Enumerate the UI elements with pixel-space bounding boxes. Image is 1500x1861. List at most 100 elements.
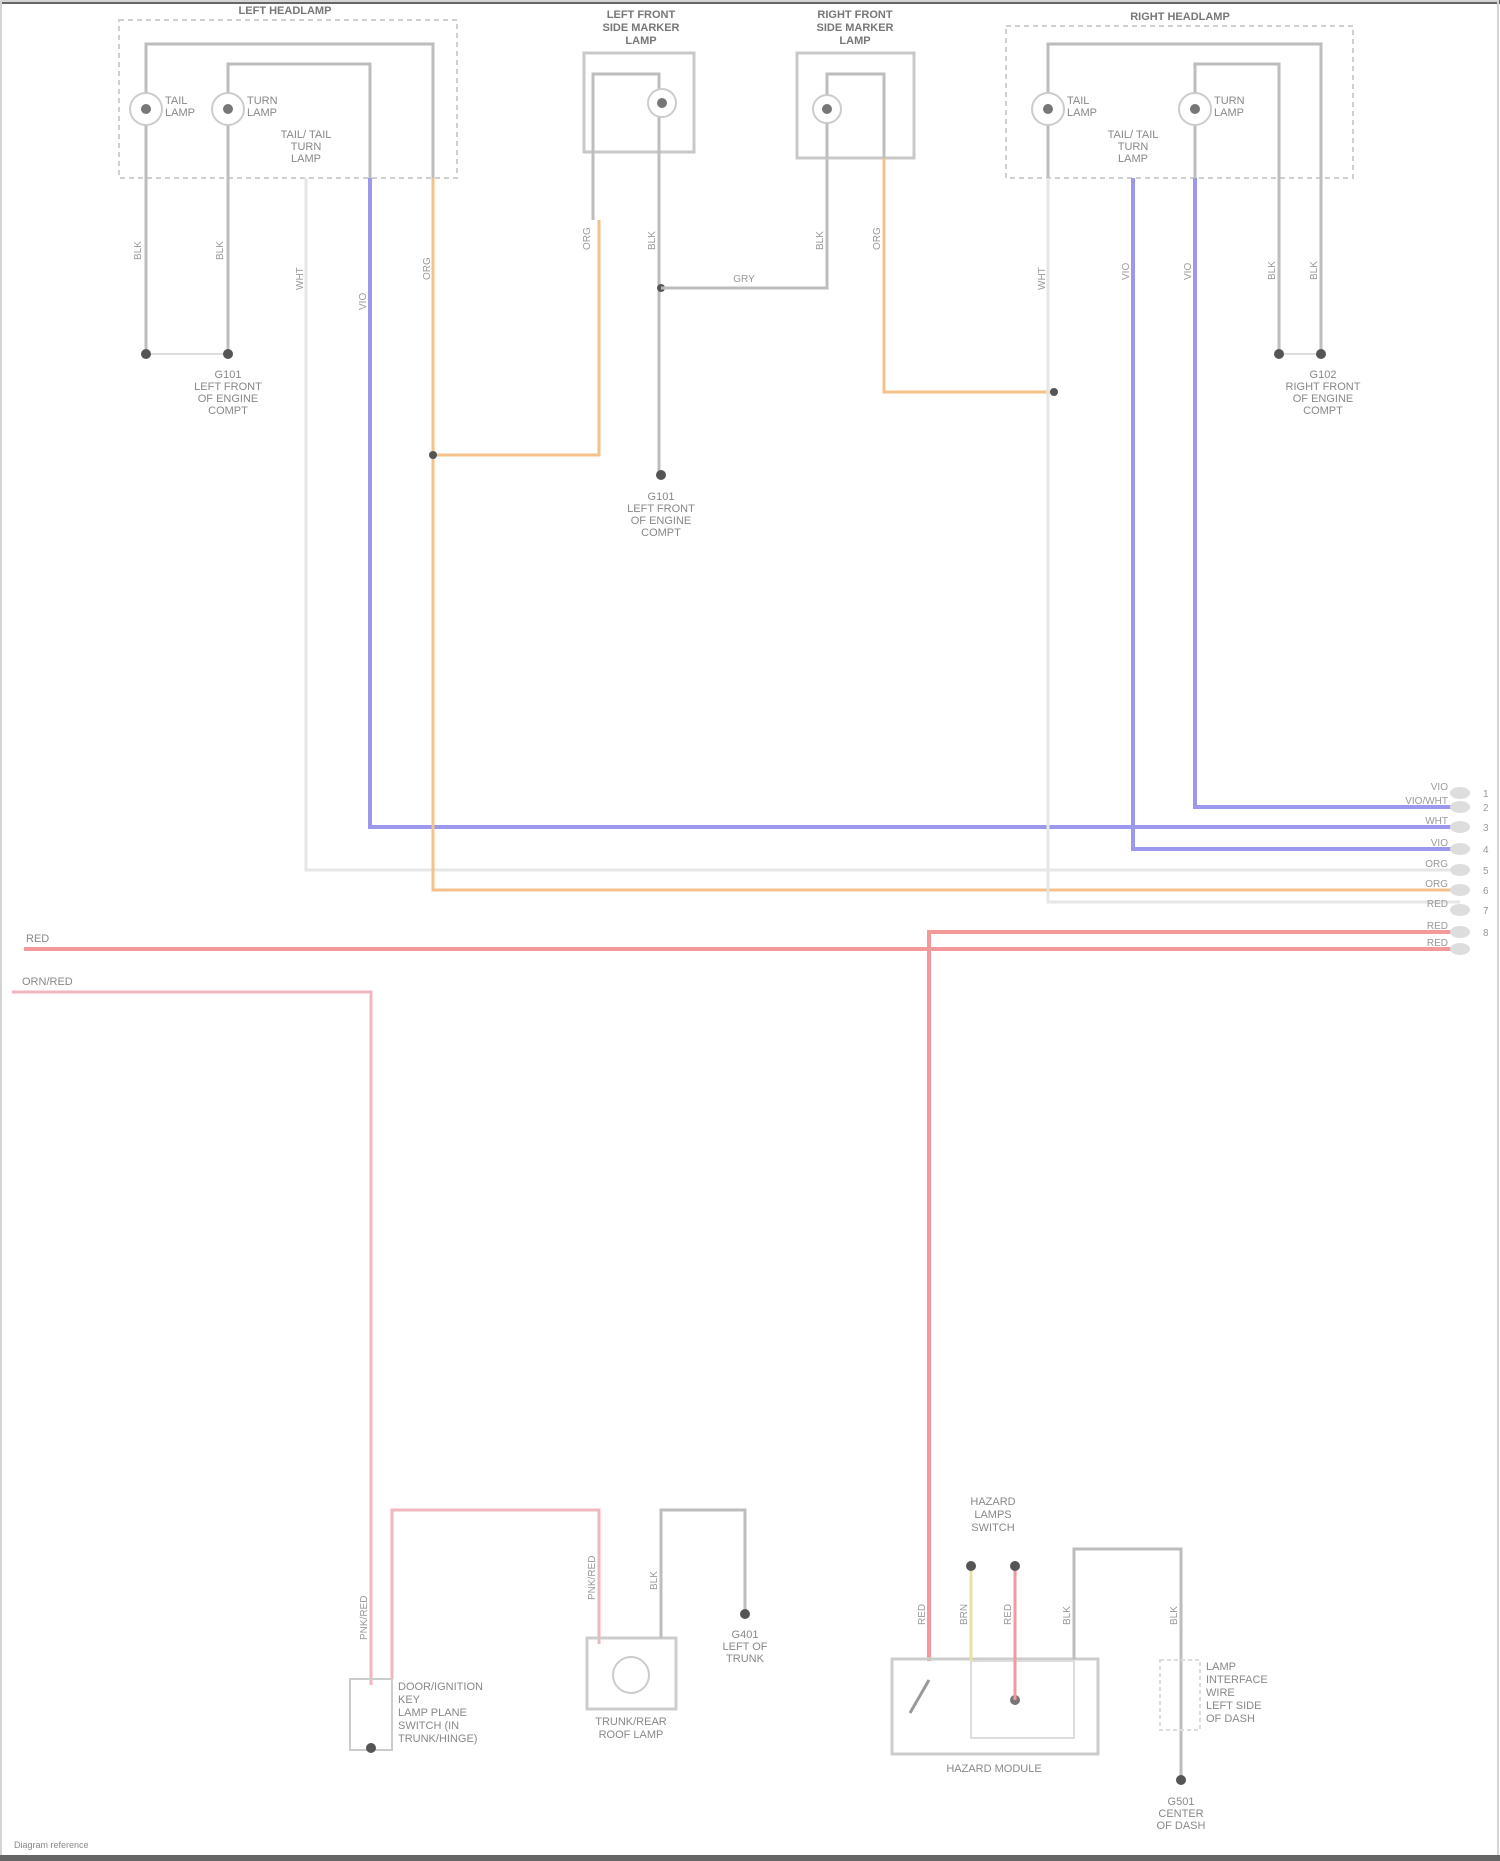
- ground-icon: [223, 349, 233, 359]
- connector-pin-number: 1: [1483, 789, 1489, 800]
- connector-pin: [1450, 801, 1470, 813]
- wire-white-right: [1046, 178, 1460, 904]
- wire-code: ORG: [582, 227, 593, 250]
- wire-code: PNK/RED: [359, 1596, 370, 1640]
- wire-orange-left: [431, 178, 1460, 892]
- wire-code: RED: [917, 1604, 928, 1625]
- connector-pin: [1450, 943, 1470, 955]
- switch-label: DOOR/IGNITION KEY LAMP PLANE SWITCH (IN TRUN…: [398, 1681, 483, 1745]
- wire-red-hazard: [927, 930, 1460, 1661]
- right-headlamp-title: RIGHT HEADLAMP: [1130, 11, 1230, 23]
- wire-code: VIO: [1121, 263, 1132, 280]
- connector-pin: [1450, 843, 1470, 855]
- wire-code: PNK/RED: [587, 1556, 598, 1600]
- wire-orange-marker: [433, 220, 601, 457]
- input-pink-label: ORN/RED: [22, 976, 73, 988]
- wire-code: BLK: [1062, 1606, 1073, 1625]
- hazard-module-label: HAZARD MODULE: [946, 1763, 1041, 1775]
- bulb-label: TURN LAMP: [1214, 95, 1245, 119]
- wire-code: BLK: [215, 241, 226, 260]
- connector-pin: [1450, 864, 1470, 876]
- wire-violet-right-2: [1193, 178, 1460, 809]
- wire-orange-right-marker: [882, 158, 1054, 394]
- connector-pin: [1450, 821, 1470, 833]
- connector-pin: [1450, 904, 1470, 916]
- ground-label-center: G101 LEFT FRONT OF ENGINE COMPT: [627, 491, 695, 539]
- wire-code: RED: [1003, 1604, 1014, 1625]
- bottom-border: [0, 1855, 1500, 1861]
- bulb-label: TURN LAMP: [247, 95, 278, 119]
- connector-wire-label: VIO: [1431, 838, 1448, 849]
- connector-pin-number: 8: [1483, 928, 1489, 939]
- ground-icon: [141, 349, 151, 359]
- wire-code: BRN: [959, 1604, 970, 1625]
- hazard-module: RED BRN RED BLK BLK HAZARD LAMPS SWITCH HA…: [890, 1496, 1268, 1832]
- wire-code: VIO: [1183, 263, 1194, 280]
- wire-code: BLK: [1309, 261, 1320, 280]
- connector-wire-label: VIO: [1431, 782, 1448, 793]
- input-red-label: RED: [26, 933, 49, 945]
- door-key-switch: PNK/RED DOOR/IGNITION KEY LAMP PLANE SWITCH…: [349, 1508, 601, 1753]
- footer-text: Diagram reference: [14, 1840, 89, 1850]
- switch-contact-icon: [908, 1679, 931, 1714]
- wire-code: BLK: [133, 241, 144, 260]
- ground-icon: [1274, 349, 1284, 359]
- wire-code: BLK: [1267, 261, 1278, 280]
- left-headlamp-title: LEFT HEADLAMP: [239, 5, 332, 17]
- bulb-label: TAIL/ TAIL TURN LAMP: [1108, 129, 1159, 165]
- connector-pin: [1450, 926, 1470, 938]
- ground-label-bottom-right: G501 CENTER OF DASH: [1157, 1796, 1206, 1832]
- wire-code: BLK: [647, 231, 658, 250]
- left-headlamp: LEFT HEADLAMP TAIL LAMP TURN LAMP TAIL/ TA…: [118, 5, 458, 417]
- bulb-label: TAIL/ TAIL TURN LAMP: [281, 129, 332, 165]
- ground-icon: [366, 1743, 376, 1753]
- right-front-side-marker-lamp: RIGHT FRONT SIDE MARKER LAMP ORG BLK: [795, 9, 1058, 396]
- wire-white-left: [304, 178, 1460, 872]
- wire-code: BLK: [815, 231, 826, 250]
- splice-icon: [1050, 388, 1058, 396]
- ground-label-left: G101 LEFT FRONT OF ENGINE COMPT: [194, 369, 262, 417]
- ground-icon: [1176, 1775, 1186, 1785]
- connector-wire-label: RED: [1427, 899, 1448, 910]
- bulb-label: TAIL LAMP: [1067, 95, 1097, 119]
- connector-wire-label: WHT: [1425, 816, 1448, 827]
- connector-pin: [1450, 787, 1470, 799]
- ground-label-right: G102 RIGHT FRONT OF ENGINE COMPT: [1286, 369, 1361, 417]
- bulb-label: TAIL LAMP: [165, 95, 195, 119]
- connector-pin: [1450, 884, 1470, 896]
- wire-grey-marker-link: [661, 158, 829, 290]
- connector-wire-label: ORG: [1425, 879, 1448, 890]
- wire-code: ORG: [872, 227, 883, 250]
- wire-code: BLK: [1169, 1606, 1180, 1625]
- wire-code: VIO: [358, 293, 369, 310]
- ground-icon: [1316, 349, 1326, 359]
- connector-pin-number: 5: [1483, 866, 1489, 877]
- connector-pin-number: 7: [1483, 906, 1489, 917]
- right-connector: VIO 1 VIO/WHT 2 WHT 3 VIO 4 ORG 5 ORG 6 RED 7 RED 8 RED: [1405, 782, 1489, 955]
- wire-violet-right-1: [1131, 178, 1460, 851]
- splice-icon: [429, 451, 437, 459]
- wire-pink: [12, 990, 373, 1685]
- ground-icon: [656, 470, 666, 480]
- wire-code: WHT: [1037, 267, 1048, 290]
- lamp-bulb-icon: [612, 1656, 650, 1694]
- ground-label-bottom-mid: G401 LEFT OF TRUNK: [722, 1629, 767, 1665]
- wire-code-grey: GRY: [733, 274, 755, 285]
- hazard-switch-label: HAZARD LAMPS SWITCH: [970, 1496, 1015, 1534]
- ground-icon: [740, 1609, 750, 1619]
- trunk-lamp: PNK/RED BLK TRUNK/REAR ROOF LAMP G401 LEFT…: [585, 1508, 768, 1741]
- right-headlamp: RIGHT HEADLAMP TAIL LAMP TURN LAMP TAIL/ T…: [1005, 11, 1361, 417]
- left-marker-title: LEFT FRONT SIDE MARKER LAMP: [602, 9, 679, 47]
- connector-pin-number: 4: [1483, 845, 1489, 856]
- wire-code: BLK: [649, 1571, 660, 1590]
- right-marker-title: RIGHT FRONT SIDE MARKER LAMP: [816, 9, 893, 47]
- wire-code: WHT: [295, 267, 306, 290]
- connector-wire-label: RED: [1427, 921, 1448, 932]
- connector-pin-number: 3: [1483, 823, 1489, 834]
- connector-wire-label: VIO/WHT: [1405, 796, 1448, 807]
- wire-violet-left: [368, 178, 1460, 829]
- connector-pin-number: 2: [1483, 803, 1489, 814]
- interface-label: LAMP INTERFACE WIRE LEFT SIDE OF DASH: [1206, 1661, 1268, 1725]
- connector-wire-label: RED: [1427, 938, 1448, 949]
